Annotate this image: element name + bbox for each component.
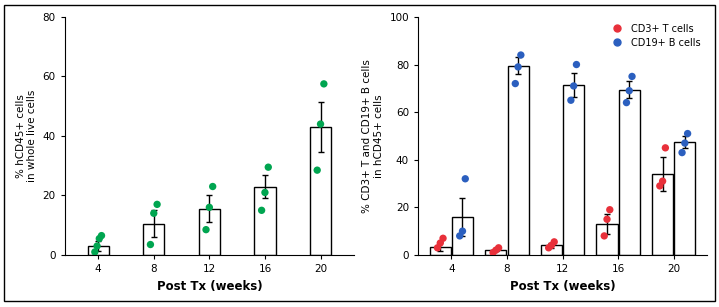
Point bbox=[201, 227, 212, 232]
Point bbox=[91, 243, 103, 248]
Bar bbox=[143, 224, 165, 255]
Point bbox=[604, 207, 615, 212]
Point bbox=[510, 81, 521, 86]
Bar bbox=[88, 246, 109, 255]
Point bbox=[454, 233, 465, 238]
Point bbox=[311, 168, 323, 173]
Bar bbox=[597, 224, 618, 255]
Point bbox=[598, 233, 610, 238]
Bar bbox=[508, 66, 528, 255]
Point bbox=[259, 190, 270, 195]
Legend: CD3+ T cells, CD19+ B cells: CD3+ T cells, CD19+ B cells bbox=[605, 22, 702, 49]
Point bbox=[493, 245, 504, 250]
Point bbox=[93, 236, 105, 241]
Point bbox=[315, 122, 326, 126]
Point bbox=[657, 179, 669, 184]
Point bbox=[546, 243, 557, 248]
Point bbox=[490, 248, 502, 253]
Point bbox=[513, 64, 524, 69]
Y-axis label: % CD3+ T and CD19+ B cells
in hCD45+ cells: % CD3+ T and CD19+ B cells in hCD45+ cel… bbox=[362, 59, 384, 213]
Bar bbox=[198, 209, 220, 255]
Point bbox=[89, 250, 101, 255]
Y-axis label: % hCD45+ cells
in whole live cells: % hCD45+ cells in whole live cells bbox=[16, 90, 37, 182]
Point bbox=[318, 81, 329, 86]
Point bbox=[543, 245, 554, 250]
Point bbox=[148, 211, 160, 216]
Point bbox=[679, 141, 690, 146]
Point bbox=[515, 52, 526, 57]
Point bbox=[457, 229, 468, 234]
Point bbox=[565, 98, 577, 103]
Bar bbox=[674, 142, 695, 255]
Point bbox=[487, 250, 499, 255]
Bar bbox=[310, 127, 331, 255]
Bar bbox=[541, 245, 562, 255]
Point bbox=[623, 88, 635, 93]
Point bbox=[549, 239, 560, 244]
Point bbox=[568, 84, 580, 88]
Point bbox=[437, 236, 449, 241]
Bar bbox=[652, 174, 673, 255]
X-axis label: Post Tx (weeks): Post Tx (weeks) bbox=[157, 280, 262, 293]
Point bbox=[677, 150, 688, 155]
Point bbox=[152, 202, 163, 207]
Point bbox=[207, 184, 219, 189]
Point bbox=[96, 233, 107, 238]
Bar bbox=[618, 90, 640, 255]
Point bbox=[654, 184, 666, 188]
Bar bbox=[430, 247, 451, 255]
Point bbox=[203, 205, 215, 210]
Point bbox=[682, 131, 693, 136]
Point bbox=[431, 245, 443, 250]
Bar bbox=[485, 250, 506, 255]
Point bbox=[626, 74, 638, 79]
Point bbox=[145, 242, 156, 247]
Point bbox=[262, 165, 274, 170]
Point bbox=[459, 176, 471, 181]
Point bbox=[620, 100, 632, 105]
X-axis label: Post Tx (weeks): Post Tx (weeks) bbox=[510, 280, 615, 293]
Point bbox=[659, 146, 671, 150]
Bar bbox=[255, 187, 275, 255]
Point bbox=[601, 217, 613, 222]
Point bbox=[571, 62, 582, 67]
Point bbox=[434, 241, 446, 246]
Point bbox=[256, 208, 267, 213]
Bar bbox=[563, 85, 585, 255]
Bar bbox=[452, 217, 473, 255]
